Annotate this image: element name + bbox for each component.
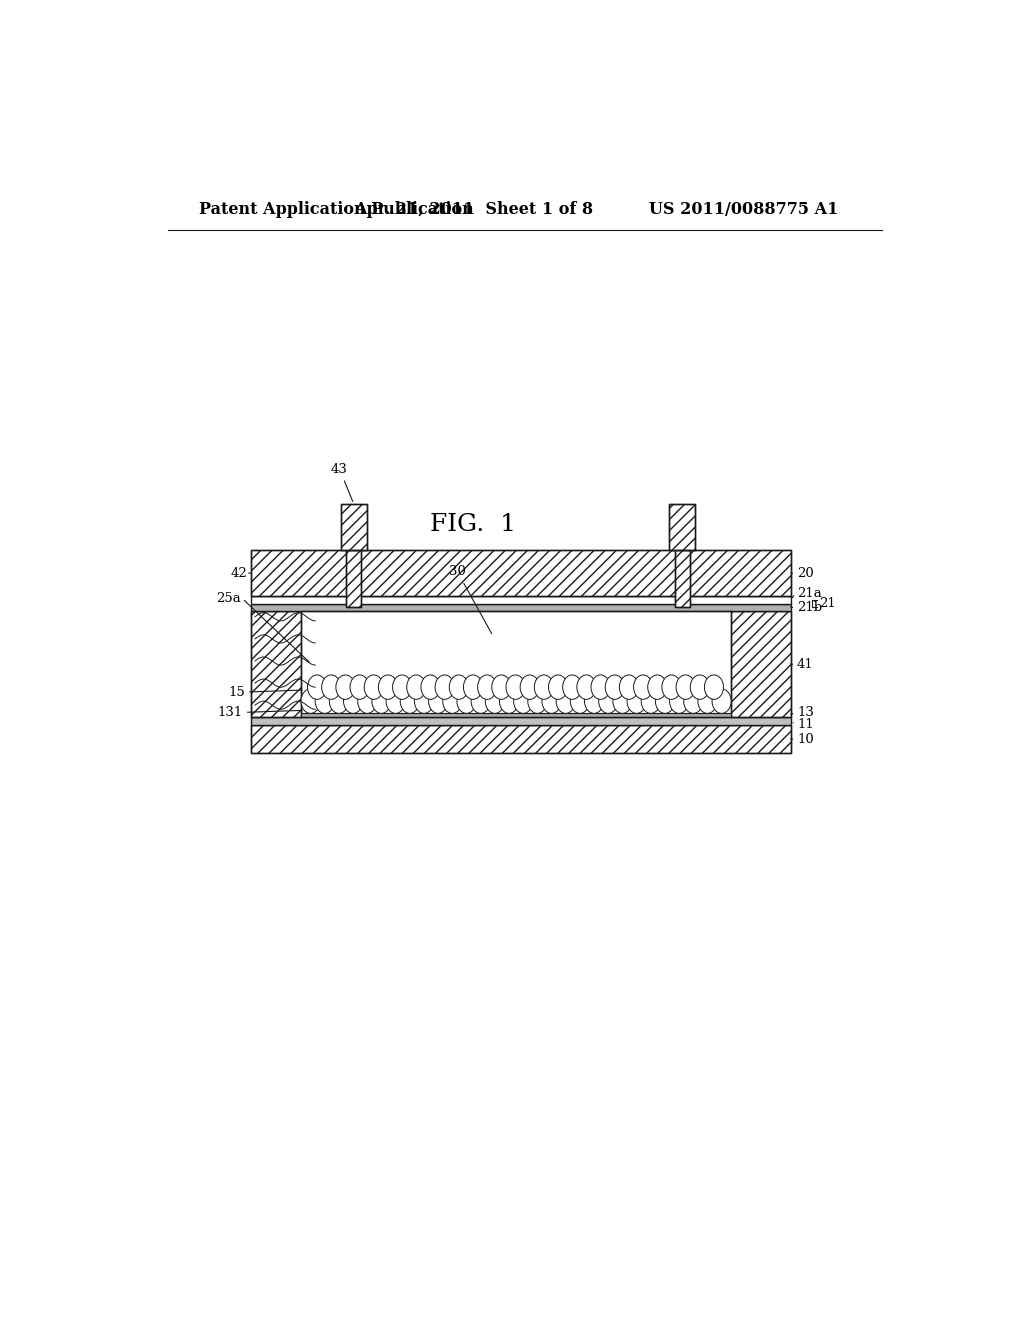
- Text: 41: 41: [797, 659, 814, 671]
- Circle shape: [676, 675, 695, 700]
- Text: 21a: 21a: [797, 587, 821, 599]
- Circle shape: [407, 675, 426, 700]
- Bar: [675, 549, 690, 607]
- Circle shape: [585, 689, 603, 713]
- Circle shape: [471, 689, 490, 713]
- Circle shape: [520, 675, 540, 700]
- Text: 30: 30: [449, 565, 492, 634]
- Circle shape: [307, 675, 327, 700]
- Text: Patent Application Publication: Patent Application Publication: [200, 201, 474, 218]
- Bar: [251, 597, 791, 603]
- Circle shape: [527, 689, 547, 713]
- Circle shape: [343, 689, 362, 713]
- Bar: [251, 549, 791, 597]
- Text: 131: 131: [218, 706, 243, 719]
- Circle shape: [477, 675, 497, 700]
- Circle shape: [670, 689, 688, 713]
- Circle shape: [357, 689, 377, 713]
- Bar: [731, 611, 791, 718]
- Circle shape: [386, 689, 406, 713]
- Circle shape: [464, 675, 482, 700]
- Circle shape: [514, 689, 532, 713]
- Circle shape: [506, 675, 525, 700]
- Bar: [251, 611, 301, 718]
- Circle shape: [577, 675, 596, 700]
- Circle shape: [415, 689, 433, 713]
- Circle shape: [556, 689, 575, 713]
- Text: 25a: 25a: [216, 591, 241, 605]
- Text: US 2011/0088775 A1: US 2011/0088775 A1: [649, 201, 839, 218]
- Bar: [301, 713, 731, 718]
- Circle shape: [365, 675, 383, 700]
- Circle shape: [690, 675, 710, 700]
- Circle shape: [570, 689, 590, 713]
- Text: 13: 13: [797, 706, 814, 719]
- Bar: [251, 549, 791, 597]
- Circle shape: [535, 675, 553, 700]
- Text: 20: 20: [797, 566, 814, 579]
- Bar: [346, 549, 361, 607]
- Circle shape: [712, 689, 731, 713]
- Circle shape: [435, 675, 454, 700]
- Circle shape: [599, 689, 617, 713]
- Circle shape: [400, 689, 419, 713]
- Circle shape: [350, 675, 369, 700]
- Bar: [675, 549, 690, 607]
- Circle shape: [605, 675, 625, 700]
- Circle shape: [500, 689, 518, 713]
- Circle shape: [457, 689, 476, 713]
- Bar: [251, 725, 791, 752]
- Circle shape: [492, 675, 511, 700]
- Bar: [341, 504, 367, 549]
- Circle shape: [648, 675, 667, 700]
- Circle shape: [301, 689, 321, 713]
- Bar: [251, 611, 301, 718]
- Bar: [346, 549, 361, 607]
- Circle shape: [485, 689, 505, 713]
- Circle shape: [421, 675, 440, 700]
- Circle shape: [562, 675, 582, 700]
- Circle shape: [634, 675, 652, 700]
- Circle shape: [372, 689, 391, 713]
- Text: 15: 15: [228, 685, 246, 698]
- Circle shape: [542, 689, 561, 713]
- Circle shape: [612, 689, 632, 713]
- Circle shape: [392, 675, 412, 700]
- Circle shape: [662, 675, 681, 700]
- Text: Apr. 21, 2011  Sheet 1 of 8: Apr. 21, 2011 Sheet 1 of 8: [353, 201, 593, 218]
- Circle shape: [549, 675, 567, 700]
- Circle shape: [705, 675, 724, 700]
- Circle shape: [450, 675, 468, 700]
- Text: 10: 10: [797, 734, 814, 746]
- Bar: [670, 504, 695, 549]
- Text: 21b: 21b: [797, 601, 822, 614]
- Circle shape: [336, 675, 355, 700]
- Text: 21: 21: [819, 597, 836, 610]
- Text: 43: 43: [331, 462, 352, 502]
- Circle shape: [684, 689, 702, 713]
- Circle shape: [591, 675, 610, 700]
- Circle shape: [442, 689, 462, 713]
- Circle shape: [655, 689, 675, 713]
- Bar: [670, 504, 695, 549]
- Circle shape: [620, 675, 638, 700]
- Circle shape: [698, 689, 717, 713]
- Circle shape: [641, 689, 660, 713]
- Circle shape: [429, 689, 447, 713]
- Text: 11: 11: [797, 718, 814, 731]
- Bar: [731, 611, 791, 718]
- Bar: [251, 725, 791, 752]
- Bar: [251, 718, 791, 725]
- Circle shape: [315, 689, 334, 713]
- Bar: [251, 603, 791, 611]
- Circle shape: [379, 675, 397, 700]
- Text: FIG.  1: FIG. 1: [430, 512, 516, 536]
- Circle shape: [330, 689, 348, 713]
- Circle shape: [627, 689, 646, 713]
- Circle shape: [322, 675, 341, 700]
- Bar: [341, 504, 367, 549]
- Text: 42: 42: [230, 566, 247, 579]
